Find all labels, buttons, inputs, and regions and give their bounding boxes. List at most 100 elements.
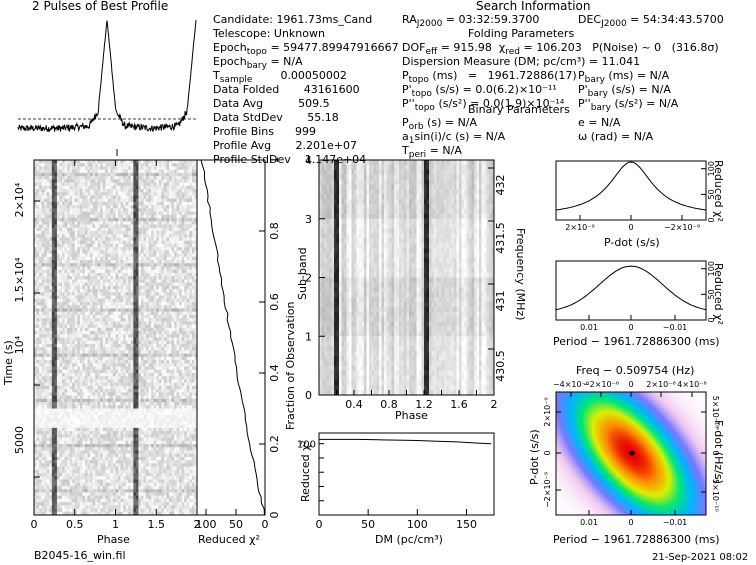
frequency-ytick-label: 430.5 [494, 350, 507, 382]
subband-xtick-label: 0.4 [345, 398, 363, 411]
dm-ytick-label: 100 [297, 440, 316, 451]
pdot-chi-ylabel: Reduced χ² [712, 160, 725, 222]
chi2-time-line [200, 159, 265, 516]
a1-line: a1sin(i)/c (s) = N/A [402, 130, 505, 148]
p-bary-label: P [578, 69, 585, 82]
period-ytick-label: 0 [707, 317, 716, 322]
frequency-ytick-label: 432 [494, 175, 507, 196]
pdd-topo-sub: topo [414, 103, 435, 114]
chi-sub: red [505, 47, 521, 58]
subband-ytick-label: 3 [305, 213, 312, 226]
time-ytick-label: 5000 [13, 426, 26, 454]
epoch-topo-line: Epochtopo = 59477.89947916667 [213, 41, 399, 59]
pdot-xtick-label: 2×10⁻⁹ [565, 223, 594, 232]
subband-ytick-label: 2 [305, 272, 312, 285]
pd-bary-line: P'bary (s/s) = N/A [578, 83, 671, 101]
a1-sub: 1 [408, 136, 415, 147]
t-peri-sub: peri [408, 150, 427, 161]
p-topo-label: P [402, 69, 409, 82]
pdd-topo-label: P'' [402, 97, 415, 110]
pdot-ytick-label: 0 [707, 217, 716, 222]
period-chi-plot: 0.01 0 −0.01 0 50 100 [555, 260, 716, 332]
dof-line: DOFeff = 915.98 χred = 106.203 P(Noise) … [402, 41, 719, 59]
candidate-line: Candidate: 1961.73ms_Cand [213, 13, 373, 26]
subband-cells [319, 160, 495, 396]
pd-bary-label: P' [578, 83, 588, 96]
omega-line: ω (rad) = N/A [578, 130, 654, 143]
binary-title: Binary Parameters [468, 103, 570, 116]
epoch-bary-line: Epochbary = N/A [213, 55, 303, 73]
p-bary-line: Pbary (ms) = N/A [578, 69, 669, 87]
e-line: e = N/A [578, 116, 621, 129]
subband-xtick-label: 1.2 [415, 398, 433, 411]
subband-ylabel: Sub-band [296, 247, 309, 300]
ppdot-ytick-label: −2×10⁻⁹ [543, 472, 552, 508]
fraction-ytick-label: 1 [268, 157, 281, 164]
profile-title: 2 Pulses of Best Profile [32, 0, 169, 13]
period-chi-ylabel: Reduced χ² [712, 263, 725, 325]
subband-phase-xlabel: Phase [395, 409, 428, 422]
frequency-ytick-label: 431 [494, 291, 507, 312]
p-orb-value: (s) = N/A [423, 116, 478, 129]
dm-plot: 0 50 100 150 100 [297, 432, 495, 531]
tsample-value: 0.00050002 [252, 69, 347, 82]
chi2-time-frame [196, 159, 266, 516]
epoch-bary-sub: bary [246, 61, 267, 72]
freq-xtick-label: −4×10⁻⁶ [553, 380, 589, 389]
pdot-frame [555, 160, 707, 221]
p-topo-line: Ptopo (ms) = 1961.72886(17) [402, 69, 577, 87]
time-phase-xtick-label: 1 [112, 518, 119, 531]
epoch-topo-label: Epoch [213, 41, 247, 54]
epoch-topo-value: = 59477.89947916667 [266, 41, 399, 54]
footer-date: 21-Sep-2021 08:02 [652, 552, 749, 563]
time-phase-cells [34, 160, 198, 516]
profile-avg-line: Profile Avg 2.201e+07 [213, 139, 358, 152]
frequency-ylabel: Frequency (MHz) [514, 228, 527, 321]
data-stddev-line: Data StdDev 55.18 [213, 111, 339, 124]
fdot-ytick-label: −5×10⁻¹⁰ [711, 472, 720, 511]
subband-ytick-label: 4 [305, 154, 312, 167]
chi2-xtick-label: 50 [229, 518, 243, 531]
pdot-line [555, 161, 707, 211]
ppdot-cells [556, 392, 707, 516]
time-ytick-label: 1.5×10⁴ [13, 257, 26, 303]
dm-xtick-label: 100 [407, 518, 428, 531]
time-phase-xtick-label: 0.5 [66, 518, 84, 531]
a1-value: sin(i)/c (s) = N/A [414, 130, 506, 143]
ppdot-xtick-label: −0.01 [663, 518, 688, 527]
ra-label: RA [402, 13, 417, 26]
chi2-time-plot: 100 50 00 0.2 0.4 0.6 0.8 1 [196, 157, 282, 532]
chi2-xtick-label: 0 [262, 518, 269, 531]
chi2-xtick-label: 100 [196, 518, 217, 531]
dec-label: DEC [578, 13, 602, 26]
dm-line [319, 438, 492, 445]
ra-value: = 03:32:59.3700 [442, 13, 540, 26]
pdd-topo-value: (s/s²) = 0.0(1.9)×10⁻¹⁴ [434, 97, 565, 110]
dof-sub: eff [425, 47, 438, 58]
data-avg-line: Data Avg 509.5 [213, 97, 330, 110]
telescope-line: Telescope: Unknown [213, 27, 325, 40]
fraction-ytick-label: 0.8 [268, 222, 281, 240]
ppdot-heatmap: 0.01 0 −0.01 −4×10⁻⁶−2×10⁻⁶ 0 2×10⁻⁶ 4×10⁻⁶ −2×… [543, 380, 720, 527]
dm-ylabel: Reduced χ² [299, 440, 312, 502]
freq-title: Freq − 0.509754 (Hz) [576, 364, 695, 377]
data-folded-line: Data Folded 43161600 [213, 83, 360, 96]
chi-value: = 106.203 P(Noise) ~ 0 (316.8σ) [520, 41, 719, 54]
profile-line [17, 19, 197, 133]
ppdot-xtick-label: 0.01 [580, 518, 598, 527]
subband-xtick-label: 1.6 [450, 398, 468, 411]
ra-sub: J2000 [416, 19, 443, 30]
pd-bary-sub: bary [587, 89, 608, 100]
dm-xlabel: DM (pc/cm³) [375, 533, 443, 546]
fdot-ytick-label: 0 [711, 450, 720, 455]
fraction-ytick-label: 0.6 [268, 293, 281, 311]
dm-frame [318, 432, 495, 516]
time-ylabel: Time (s) [2, 340, 15, 385]
dm-xtick-label: 0 [316, 518, 323, 531]
fraction-ytick-label: 0.4 [268, 364, 281, 382]
pd-topo-value: (s/s) = 0.0(6.2)×10⁻¹¹ [431, 83, 557, 96]
ppdot-ytick-label: 0 [543, 450, 552, 455]
period-ytick-label: 100 [707, 261, 716, 276]
p-bary-sub: bary [584, 75, 605, 86]
